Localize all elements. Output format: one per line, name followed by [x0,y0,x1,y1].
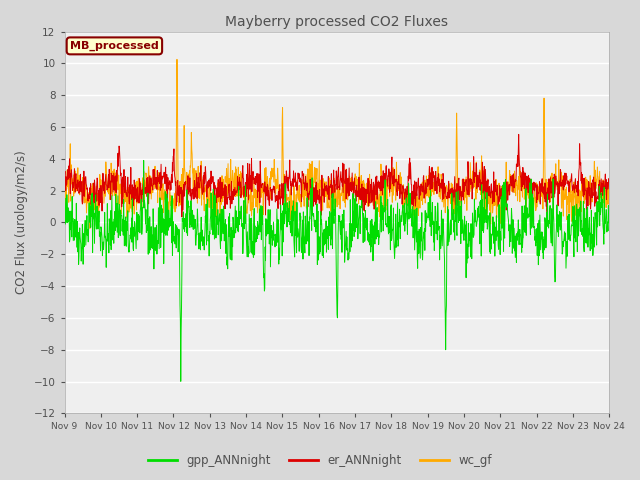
Legend: gpp_ANNnight, er_ANNnight, wc_gf: gpp_ANNnight, er_ANNnight, wc_gf [143,449,497,472]
Title: Mayberry processed CO2 Fluxes: Mayberry processed CO2 Fluxes [225,15,449,29]
Text: MB_processed: MB_processed [70,41,159,51]
Y-axis label: CO2 Flux (urology/m2/s): CO2 Flux (urology/m2/s) [15,151,28,294]
